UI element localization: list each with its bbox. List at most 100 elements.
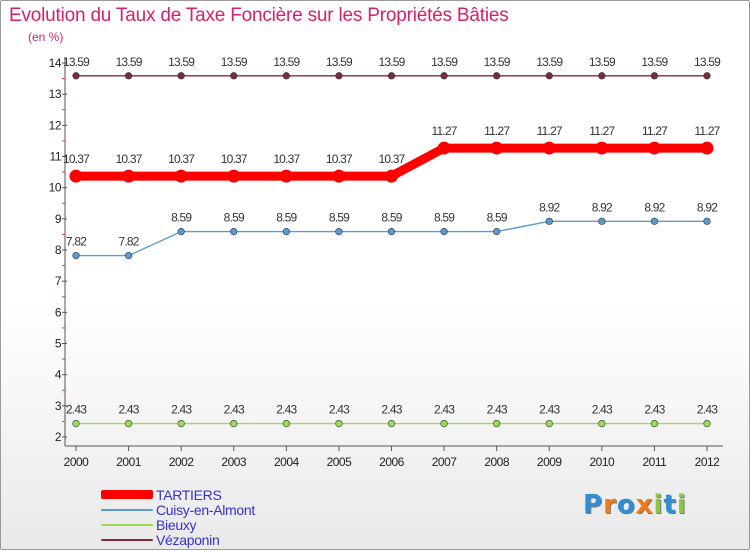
- y-tick-label: 8: [55, 243, 62, 257]
- y-tick-label: 10: [49, 181, 62, 195]
- data-label: 13.59: [694, 55, 721, 69]
- data-point: [545, 419, 553, 428]
- y-tick-label: 9: [55, 212, 62, 226]
- x-tick-label: 2007: [432, 455, 458, 469]
- data-label: 2.43: [434, 403, 455, 417]
- data-label: 2.43: [644, 403, 665, 417]
- data-label: 11.27: [432, 124, 458, 138]
- data-label: 13.59: [431, 55, 458, 69]
- series-cuisy-en-almont: 7.82 7.82 8.59 8.59 8.59 8.59 8.59 8.59 8.59 8.92…: [66, 200, 719, 260]
- data-label: 13.59: [221, 55, 248, 69]
- data-point: [227, 169, 241, 183]
- data-label: 11.27: [484, 124, 510, 138]
- legend-label: Vézaponin: [156, 531, 220, 548]
- data-point: [493, 228, 501, 236]
- data-point: [72, 419, 80, 428]
- data-label: 10.37: [221, 152, 248, 166]
- data-label: 11.27: [537, 124, 563, 138]
- logo-letter: x: [635, 490, 654, 520]
- data-label: 10.37: [116, 152, 143, 166]
- data-point: [177, 72, 185, 80]
- data-label: 8.92: [697, 200, 718, 214]
- data-point: [230, 72, 238, 80]
- data-label: 8.59: [434, 211, 455, 225]
- data-label: 13.59: [168, 55, 195, 69]
- data-point: [230, 228, 238, 236]
- data-label: 11.27: [694, 124, 720, 138]
- chart-legend: TARTIERS Cuisy-en-Almont Bieuxy Vézaponi…: [101, 486, 255, 548]
- data-label: 8.59: [487, 211, 508, 225]
- data-point: [437, 141, 451, 155]
- logo-letter: i: [653, 490, 664, 520]
- logo-letter: o: [616, 490, 636, 520]
- legend-label: Cuisy-en-Almont: [156, 501, 255, 518]
- data-label: 2.43: [539, 403, 560, 417]
- data-point: [124, 252, 133, 260]
- data-label: 13.59: [484, 55, 511, 69]
- data-point: [177, 228, 185, 236]
- data-point: [542, 141, 556, 155]
- data-label: 8.92: [644, 200, 665, 214]
- y-tick-label: 2: [55, 430, 62, 444]
- data-label: 11.27: [589, 124, 615, 138]
- data-point: [493, 419, 501, 428]
- data-point: [72, 72, 80, 80]
- data-label: 2.43: [487, 403, 508, 417]
- data-label: 8.59: [276, 211, 297, 225]
- data-point: [282, 419, 290, 428]
- data-label: 10.37: [273, 152, 300, 166]
- data-point: [122, 169, 136, 183]
- data-point: [647, 141, 661, 155]
- x-tick-label: 2008: [484, 455, 510, 469]
- data-label: 2.43: [119, 403, 140, 417]
- data-point: [335, 72, 343, 80]
- data-label: 2.43: [171, 403, 192, 417]
- data-point: [440, 228, 448, 236]
- x-tick-label: 2012: [695, 455, 721, 469]
- data-label: 13.59: [326, 55, 353, 69]
- legend-label: Bieuxy: [156, 516, 197, 533]
- legend-swatch: [101, 508, 153, 511]
- data-point: [598, 217, 606, 225]
- data-point: [700, 141, 714, 155]
- data-label: 2.43: [381, 403, 402, 417]
- data-point: [440, 419, 448, 428]
- legend-item-bieuxy: Bieuxy: [101, 516, 255, 533]
- x-tick-label: 2000: [64, 455, 90, 469]
- data-point: [72, 252, 80, 260]
- data-label: 2.43: [276, 403, 297, 417]
- data-label: 7.82: [66, 235, 87, 249]
- data-point: [335, 228, 343, 236]
- data-label: 13.59: [116, 55, 143, 69]
- y-tick-label: 14: [49, 56, 62, 70]
- data-label: 2.43: [592, 403, 613, 417]
- data-point: [332, 169, 346, 183]
- data-point: [598, 72, 606, 80]
- data-label: 13.59: [589, 55, 616, 69]
- data-point: [545, 217, 553, 225]
- data-label: 8.59: [381, 211, 402, 225]
- chart-title: Evolution du Taux de Taxe Foncière sur l…: [9, 5, 509, 26]
- y-tick-label: 5: [55, 337, 62, 351]
- data-point: [174, 169, 188, 183]
- data-point: [703, 217, 711, 225]
- x-tick-label: 2005: [327, 455, 353, 469]
- data-point: [595, 141, 609, 155]
- x-tick-label: 2004: [274, 455, 300, 469]
- data-label: 13.59: [641, 55, 668, 69]
- y-tick-label: 7: [55, 274, 62, 288]
- data-point: [387, 228, 396, 236]
- data-label: 8.59: [329, 211, 350, 225]
- data-label: 8.59: [224, 211, 245, 225]
- legend-label: TARTIERS: [156, 486, 222, 503]
- data-label: 10.37: [326, 152, 353, 166]
- data-point: [387, 419, 396, 428]
- series-tartiers: 10.37 10.37 10.37 10.37 10.37 10.37 10.37 11.27…: [63, 124, 721, 183]
- logo-letter: P: [583, 490, 604, 520]
- data-label: 8.92: [539, 200, 560, 214]
- y-tick-label: 3: [55, 399, 62, 413]
- x-tick-label: 2010: [589, 455, 615, 469]
- chart-series: 13.59 13.59 13.59 13.59 13.59 13.59 13.59 13.59…: [63, 55, 722, 428]
- data-point: [177, 419, 185, 428]
- series-line: [75, 220, 708, 257]
